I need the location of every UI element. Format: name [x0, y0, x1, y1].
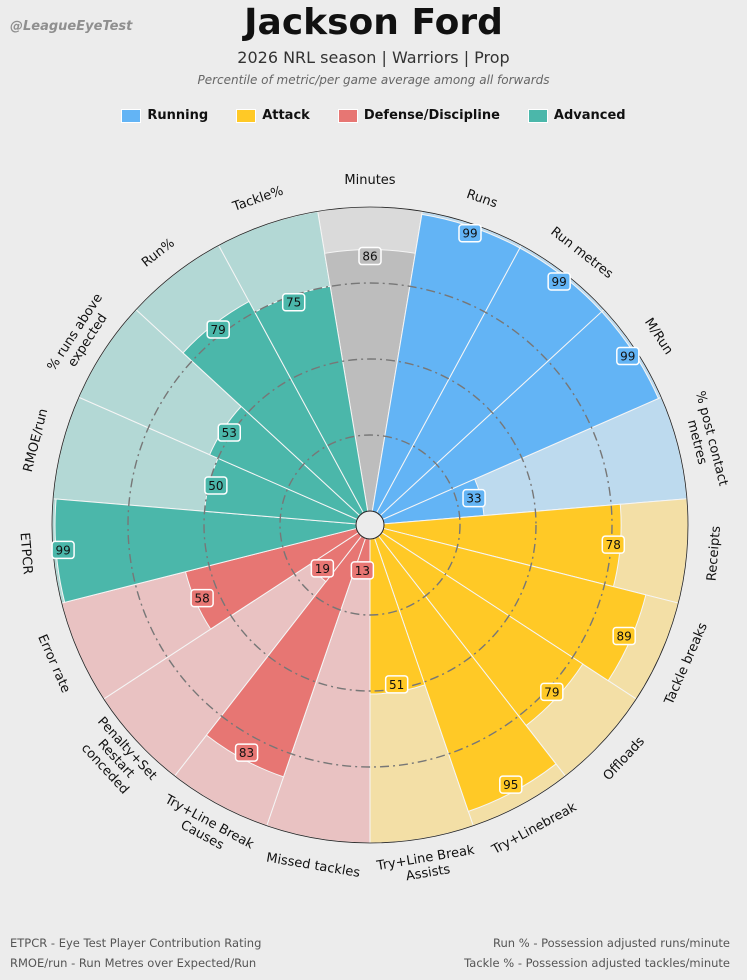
svg-text:83: 83	[239, 746, 254, 760]
value-label-minutes: 86	[358, 246, 382, 266]
chart-caption: Percentile of metric/per game average am…	[197, 73, 550, 87]
metric-label-receipts: Receipts	[705, 525, 725, 582]
legend-label-attack: Attack	[262, 108, 310, 123]
legend-label-advanced: Advanced	[553, 108, 626, 123]
footnote-run-pct: Run % - Possession adjusted runs/minute	[493, 936, 730, 950]
legend: Running Attack Defense/Discipline Advanc…	[0, 108, 747, 123]
metric-label-offloads: Offloads	[600, 734, 648, 784]
value-label-runs-above-expected: 53	[217, 423, 242, 442]
svg-text:58: 58	[194, 592, 209, 606]
metric-label-post-contact-metres: % post contactmetres	[677, 390, 730, 492]
chart-subtitle: 2026 NRL season | Warriors | Prop	[237, 48, 510, 67]
value-labels: 86 99 99 99 33 78 89 79 95 51 13 83 19 58 99 50 53 79 75	[51, 223, 640, 794]
legend-swatch-running	[121, 108, 142, 123]
gridline-50	[203, 358, 537, 692]
watermark: @LeagueEyeTest	[10, 19, 133, 34]
value-label-runs: 99	[458, 223, 482, 243]
svg-text:75: 75	[286, 296, 301, 310]
legend-swatch-defense	[337, 108, 358, 123]
footnote-tackle-pct: Tackle % - Possession adjusted tackles/m…	[464, 956, 730, 970]
value-label-receipts: 78	[601, 535, 626, 554]
legend-item-attack: Attack	[236, 108, 310, 123]
svg-text:33: 33	[466, 492, 481, 506]
svg-text:50: 50	[208, 479, 223, 493]
value-label-try-linebreak: 95	[499, 775, 523, 794]
gridline-75	[127, 282, 613, 768]
value-label-missed-tackles: 13	[350, 561, 375, 580]
svg-text:79: 79	[211, 323, 226, 337]
metric-label-tackle: Tackle%	[230, 184, 285, 216]
value-label-run-metres: 99	[547, 272, 571, 291]
svg-text:78: 78	[606, 538, 621, 552]
svg-text:99: 99	[55, 543, 70, 557]
outer-ring	[51, 206, 689, 844]
legend-swatch-advanced	[527, 108, 548, 123]
metric-label-m-run: M/Run	[641, 316, 676, 358]
svg-text:13: 13	[355, 564, 370, 578]
value-label-try-line-break-causes: 83	[234, 743, 259, 762]
svg-text:53: 53	[222, 426, 237, 440]
svg-text:86: 86	[362, 250, 377, 264]
metric-label-etpcr: ETPCR	[16, 532, 34, 575]
legend-swatch-attack	[236, 108, 257, 123]
value-label-tackle-breaks: 89	[612, 626, 636, 646]
footnote-rmoe: RMOE/run - Run Metres over Expected/Run	[10, 956, 257, 970]
legend-item-running: Running	[121, 108, 208, 123]
value-label-try-line-break-assists: 51	[384, 675, 409, 694]
gridlines	[127, 282, 613, 768]
svg-text:79: 79	[544, 685, 559, 699]
svg-text:51: 51	[389, 678, 404, 692]
legend-item-advanced: Advanced	[527, 108, 626, 123]
svg-text:89: 89	[617, 629, 632, 643]
svg-text:99: 99	[620, 350, 635, 364]
metric-label-runs: Runs	[464, 187, 499, 212]
polar-bar-chart: 86 99 99 99 33 78 89 79 95 51 13 83 19 58 99 50 53 79 75 Mi…	[16, 173, 730, 889]
value-label-offloads: 79	[540, 682, 564, 702]
value-label-etpcr: 99	[51, 540, 75, 560]
center-hub	[355, 510, 385, 540]
svg-text:99: 99	[552, 275, 567, 289]
chart-title: Jackson Ford	[244, 2, 503, 43]
value-label-error-rate: 58	[190, 588, 214, 608]
value-label-m-run: 99	[616, 346, 640, 366]
value-label-run: 79	[206, 320, 230, 339]
metric-label-error-rate: Error rate	[34, 632, 73, 695]
svg-text:99: 99	[462, 227, 477, 241]
value-label-post-contact-metres: 33	[462, 488, 486, 508]
legend-label-running: Running	[147, 108, 209, 123]
metric-label-minutes: Minutes	[344, 173, 395, 188]
metric-label-run: Run%	[139, 236, 178, 271]
value-label-rmoe-run: 50	[204, 476, 228, 495]
footnote-etpcr: ETPCR - Eye Test Player Contribution Rat…	[10, 936, 262, 950]
gridline-25	[279, 434, 461, 616]
value-label-penalty-set-restart-conceded: 19	[310, 559, 335, 578]
legend-label-defense: Defense/Discipline	[363, 108, 500, 123]
svg-text:95: 95	[503, 778, 518, 792]
value-label-tackle: 75	[281, 292, 306, 312]
metric-label-missed-tackles: Missed tackles	[265, 851, 361, 881]
svg-text:19: 19	[315, 562, 330, 576]
metric-label-rmoe-run: RMOE/run	[21, 407, 51, 474]
legend-item-defense: Defense/Discipline	[337, 108, 500, 123]
metric-label-try-line-break-assists: Try+Line BreakAssists	[375, 843, 479, 889]
